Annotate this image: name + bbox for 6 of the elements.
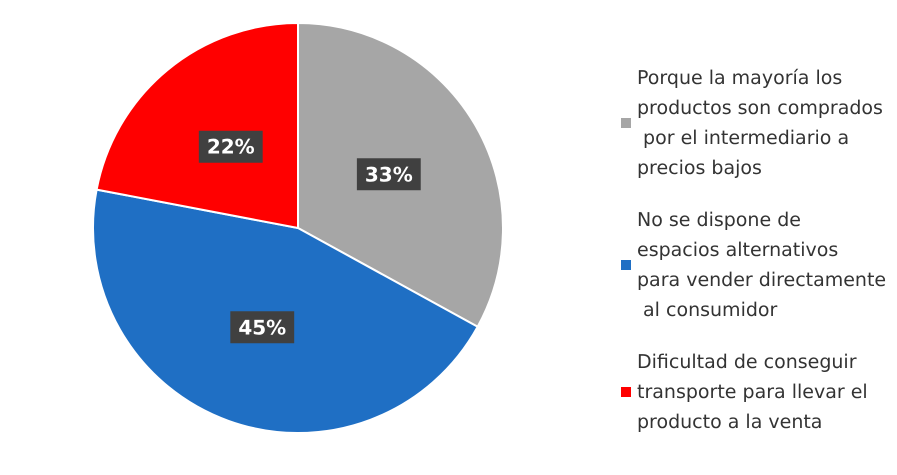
data-label: 33% bbox=[364, 162, 413, 186]
data-label: 22% bbox=[206, 134, 255, 159]
legend-label: Porque la mayoría los productos son comprados por el intermediario a precios bajos bbox=[637, 67, 883, 179]
legend-label: No se dispone de espacios alternativos para vender directamente al consumidor bbox=[637, 209, 886, 321]
data-label: 45% bbox=[238, 315, 286, 340]
legend-label: Dificultad de conseguir transporte para llevar el producto a la venta bbox=[637, 351, 874, 433]
